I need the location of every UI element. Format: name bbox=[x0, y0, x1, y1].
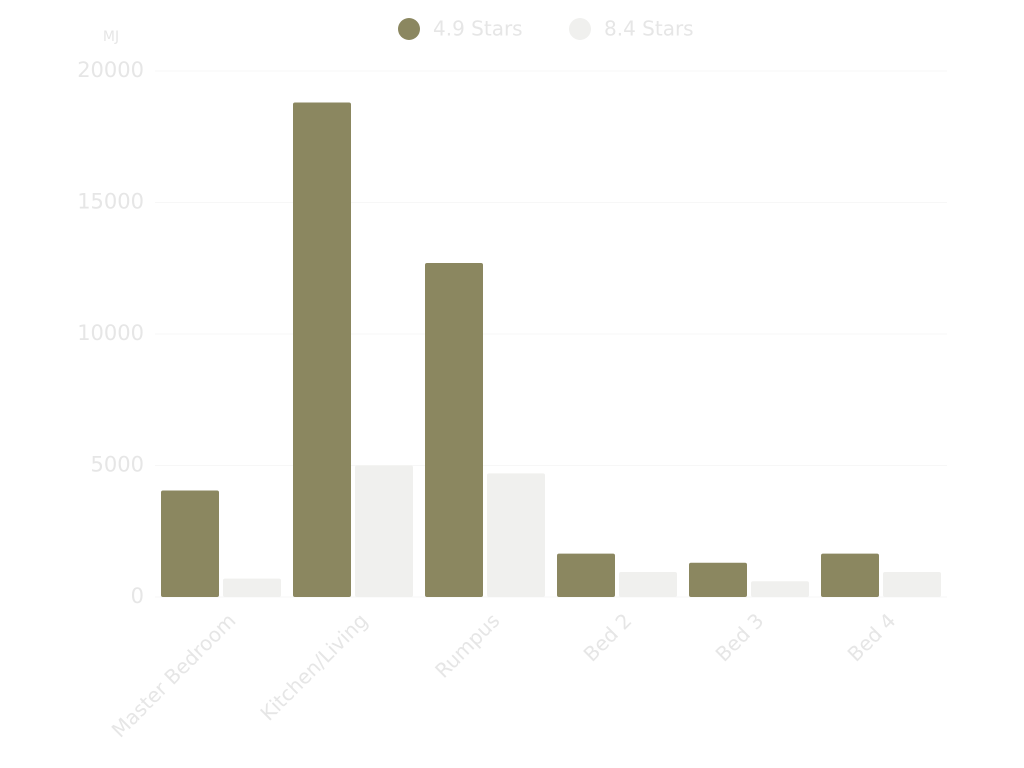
bar bbox=[619, 572, 677, 597]
bar bbox=[425, 262, 483, 597]
bar bbox=[355, 465, 413, 597]
x-tick-label: Kitchen/Living bbox=[255, 608, 372, 725]
y-axis-unit: MJ bbox=[103, 29, 119, 45]
bar bbox=[557, 553, 615, 597]
bar bbox=[883, 572, 941, 597]
y-tick-label: 0 bbox=[131, 584, 144, 608]
bar bbox=[689, 562, 747, 597]
legend-marker bbox=[398, 18, 420, 40]
y-tick-label: 15000 bbox=[77, 190, 144, 214]
y-tick-label: 5000 bbox=[91, 453, 144, 477]
legend-label: 8.4 Stars bbox=[604, 17, 694, 41]
legend-label: 4.9 Stars bbox=[433, 17, 523, 41]
bar bbox=[293, 102, 351, 597]
legend-marker bbox=[569, 18, 591, 40]
y-tick-label: 10000 bbox=[77, 321, 144, 345]
bar bbox=[751, 581, 809, 597]
y-tick-label: 20000 bbox=[77, 58, 144, 82]
bar bbox=[487, 473, 545, 597]
x-tick-label: Bed 2 bbox=[579, 608, 637, 666]
x-tick-label: Master Bedroom bbox=[107, 608, 241, 742]
x-tick-label: Bed 3 bbox=[711, 608, 769, 666]
x-tick-label: Rumpus bbox=[430, 608, 504, 682]
bar bbox=[161, 490, 219, 597]
bar bbox=[223, 578, 281, 597]
bar bbox=[821, 553, 879, 597]
x-tick-label: Bed 4 bbox=[843, 608, 901, 666]
